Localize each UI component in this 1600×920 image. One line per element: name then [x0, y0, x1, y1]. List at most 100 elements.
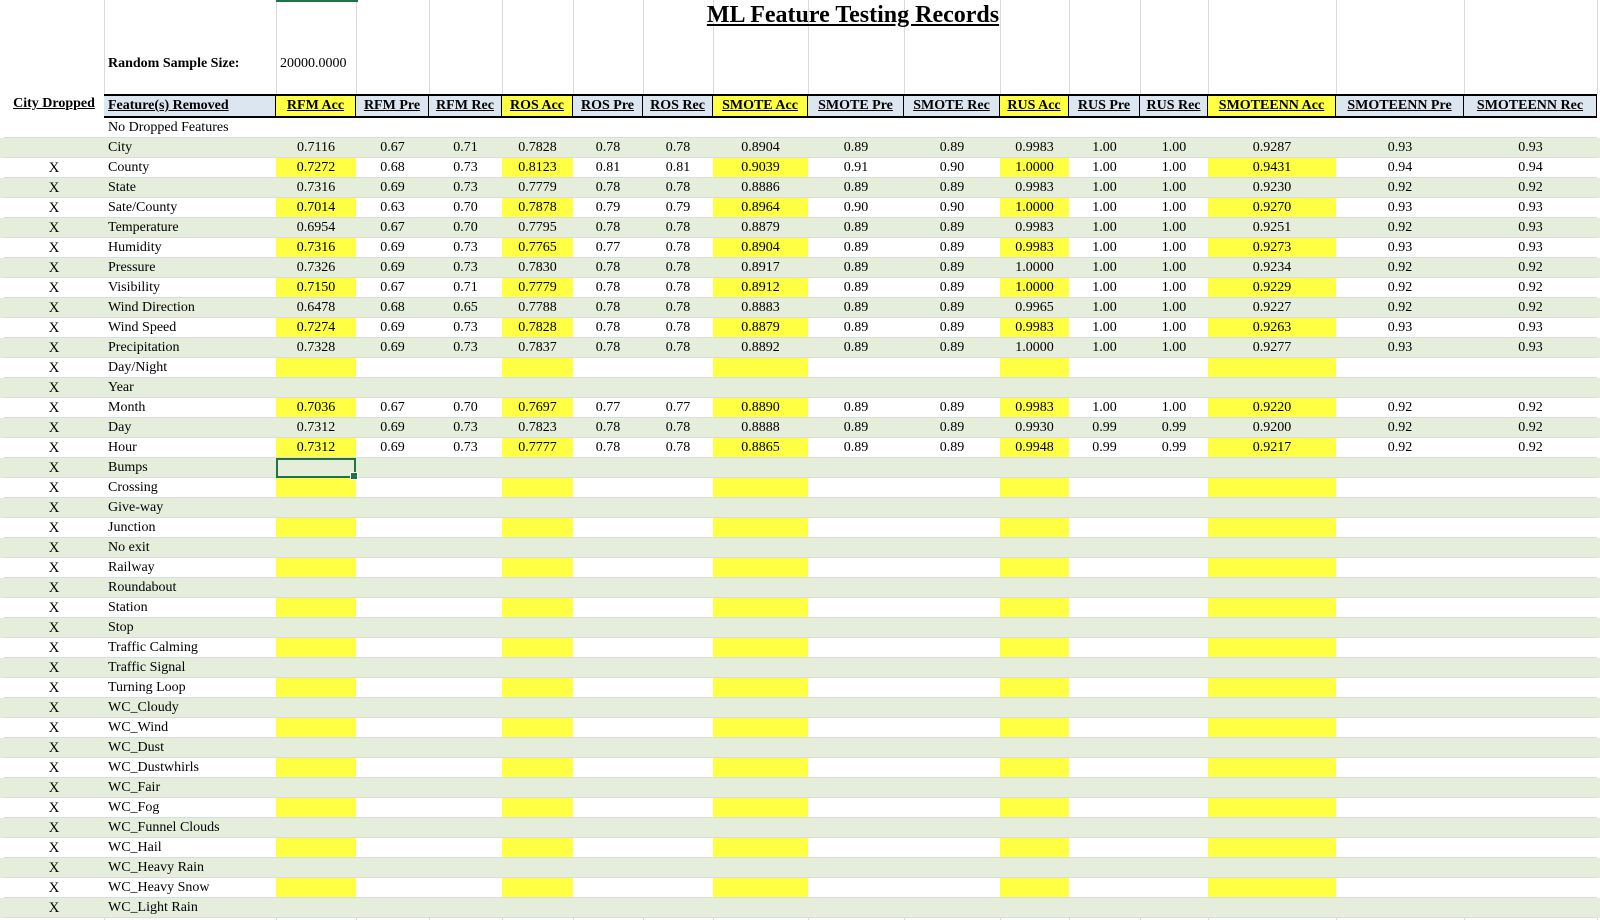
- metric-cell[interactable]: [808, 618, 904, 638]
- city-dropped-cell[interactable]: X: [4, 818, 104, 838]
- metric-cell[interactable]: [1336, 518, 1464, 538]
- metric-cell[interactable]: [1336, 618, 1464, 638]
- metric-cell[interactable]: [1208, 838, 1336, 858]
- metric-cell[interactable]: [356, 838, 429, 858]
- metric-cell[interactable]: [1000, 898, 1069, 918]
- metric-cell[interactable]: [1140, 838, 1208, 858]
- metric-cell[interactable]: 0.9217: [1208, 438, 1336, 458]
- feature-cell[interactable]: Year: [104, 378, 276, 398]
- metric-cell[interactable]: 0.69: [356, 258, 429, 278]
- metric-cell[interactable]: [1464, 618, 1597, 638]
- column-header[interactable]: ROS Rec: [643, 94, 713, 118]
- metric-cell[interactable]: [1336, 738, 1464, 758]
- metric-cell[interactable]: [1464, 578, 1597, 598]
- metric-cell[interactable]: [643, 738, 713, 758]
- metric-cell[interactable]: [713, 358, 808, 378]
- metric-cell[interactable]: [356, 878, 429, 898]
- metric-cell[interactable]: [808, 878, 904, 898]
- metric-cell[interactable]: [573, 658, 643, 678]
- metric-cell[interactable]: [1208, 898, 1336, 918]
- metric-cell[interactable]: [573, 698, 643, 718]
- metric-cell[interactable]: [429, 578, 502, 598]
- metric-cell[interactable]: [276, 498, 356, 518]
- metric-cell[interactable]: 0.99: [1069, 438, 1140, 458]
- metric-cell[interactable]: [1208, 378, 1336, 398]
- metric-cell[interactable]: [502, 838, 573, 858]
- metric-cell[interactable]: 1.0000: [1000, 338, 1069, 358]
- metric-cell[interactable]: [356, 698, 429, 718]
- metric-cell[interactable]: [356, 558, 429, 578]
- metric-cell[interactable]: [808, 538, 904, 558]
- metric-cell[interactable]: [1140, 518, 1208, 538]
- metric-cell[interactable]: 0.78: [643, 178, 713, 198]
- metric-cell[interactable]: 0.9930: [1000, 418, 1069, 438]
- metric-cell[interactable]: [904, 698, 1000, 718]
- metric-cell[interactable]: [1069, 478, 1140, 498]
- city-dropped-cell[interactable]: X: [4, 498, 104, 518]
- feature-cell[interactable]: Hour: [104, 438, 276, 458]
- metric-cell[interactable]: [276, 878, 356, 898]
- metric-cell[interactable]: [1208, 798, 1336, 818]
- metric-cell[interactable]: [904, 818, 1000, 838]
- metric-cell[interactable]: [643, 518, 713, 538]
- metric-cell[interactable]: [1464, 778, 1597, 798]
- feature-cell[interactable]: Traffic Signal: [104, 658, 276, 678]
- metric-cell[interactable]: [1069, 358, 1140, 378]
- metric-cell[interactable]: [429, 898, 502, 918]
- metric-cell[interactable]: 0.9200: [1208, 418, 1336, 438]
- metric-cell[interactable]: 0.8917: [713, 258, 808, 278]
- metric-cell[interactable]: 0.99: [1140, 438, 1208, 458]
- metric-cell[interactable]: [502, 658, 573, 678]
- metric-cell[interactable]: [1336, 578, 1464, 598]
- feature-cell[interactable]: WC_Hail: [104, 838, 276, 858]
- metric-cell[interactable]: [1069, 638, 1140, 658]
- metric-cell[interactable]: 0.73: [429, 418, 502, 438]
- metric-cell[interactable]: [1464, 798, 1597, 818]
- metric-cell[interactable]: [1140, 358, 1208, 378]
- column-header[interactable]: RUS Pre: [1069, 94, 1140, 118]
- metric-cell[interactable]: 0.78: [643, 298, 713, 318]
- metric-cell[interactable]: 1.00: [1140, 238, 1208, 258]
- metric-cell[interactable]: 0.73: [429, 318, 502, 338]
- metric-cell[interactable]: [1069, 738, 1140, 758]
- metric-cell[interactable]: [429, 678, 502, 698]
- metric-cell[interactable]: [429, 558, 502, 578]
- metric-cell[interactable]: 1.00: [1140, 178, 1208, 198]
- column-header[interactable]: RFM Rec: [429, 94, 502, 118]
- metric-cell[interactable]: 0.77: [573, 398, 643, 418]
- metric-cell[interactable]: 0.89: [904, 298, 1000, 318]
- metric-cell[interactable]: [356, 578, 429, 598]
- metric-cell[interactable]: 0.77: [573, 238, 643, 258]
- metric-cell[interactable]: 0.90: [904, 198, 1000, 218]
- metric-cell[interactable]: 0.78: [643, 138, 713, 158]
- metric-cell[interactable]: [1000, 518, 1069, 538]
- metric-cell[interactable]: [1336, 478, 1464, 498]
- feature-cell[interactable]: Roundabout: [104, 578, 276, 598]
- metric-cell[interactable]: [713, 838, 808, 858]
- metric-cell[interactable]: [276, 598, 356, 618]
- metric-cell[interactable]: [904, 498, 1000, 518]
- metric-cell[interactable]: 0.78: [643, 278, 713, 298]
- metric-cell[interactable]: [573, 538, 643, 558]
- metric-cell[interactable]: [1336, 378, 1464, 398]
- metric-cell[interactable]: 0.8912: [713, 278, 808, 298]
- metric-cell[interactable]: [276, 898, 356, 918]
- metric-cell[interactable]: [356, 538, 429, 558]
- metric-cell[interactable]: [904, 618, 1000, 638]
- metric-cell[interactable]: 1.00: [1069, 178, 1140, 198]
- metric-cell[interactable]: 0.73: [429, 338, 502, 358]
- metric-cell[interactable]: [713, 518, 808, 538]
- city-dropped-cell[interactable]: X: [4, 738, 104, 758]
- metric-cell[interactable]: 0.92: [1336, 218, 1464, 238]
- feature-cell[interactable]: Wind Speed: [104, 318, 276, 338]
- metric-cell[interactable]: [1140, 598, 1208, 618]
- metric-cell[interactable]: [1208, 358, 1336, 378]
- metric-cell[interactable]: [713, 818, 808, 838]
- metric-cell[interactable]: [429, 478, 502, 498]
- metric-cell[interactable]: [713, 798, 808, 818]
- metric-cell[interactable]: [904, 518, 1000, 538]
- city-dropped-cell[interactable]: X: [4, 378, 104, 398]
- metric-cell[interactable]: 0.81: [643, 158, 713, 178]
- city-dropped-cell[interactable]: X: [4, 838, 104, 858]
- metric-cell[interactable]: [713, 878, 808, 898]
